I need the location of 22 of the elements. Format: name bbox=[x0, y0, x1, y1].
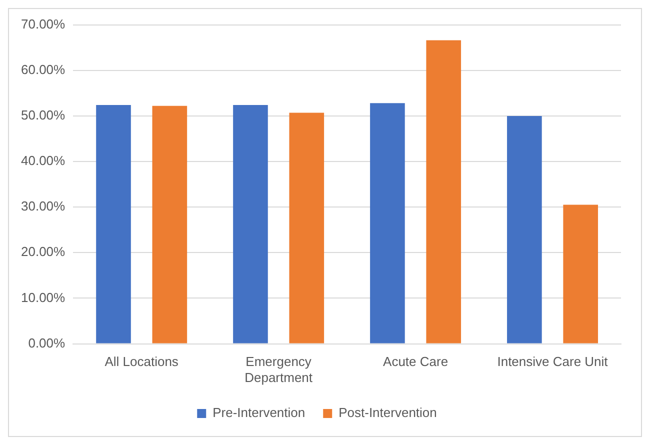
x-tick-label: Intensive Care Unit bbox=[497, 354, 608, 370]
y-tick-label: 0.00% bbox=[28, 335, 66, 350]
bar bbox=[507, 116, 542, 344]
y-tick-label: 30.00% bbox=[20, 198, 66, 214]
x-tick-label: Acute Care bbox=[383, 354, 448, 370]
legend-label: Post-Intervention bbox=[338, 405, 437, 420]
bar bbox=[426, 40, 462, 344]
y-tick-label: 20.00% bbox=[20, 244, 66, 260]
x-tick-label: Emergency Department bbox=[244, 354, 313, 385]
x-tick-label: All Locations bbox=[104, 354, 179, 370]
bar bbox=[96, 105, 131, 344]
bar bbox=[370, 103, 405, 344]
y-tick-label: 50.00% bbox=[20, 108, 66, 123]
y-tick-label: 60.00% bbox=[20, 62, 66, 77]
y-tick-label: 40.00% bbox=[20, 153, 66, 168]
legend-label: Pre-Intervention bbox=[212, 405, 306, 420]
y-tick-label: 70.00% bbox=[20, 16, 66, 32]
bar bbox=[152, 106, 188, 344]
y-tick-label: 10.00% bbox=[20, 290, 66, 305]
bar bbox=[563, 204, 598, 344]
bar bbox=[233, 105, 268, 344]
bar bbox=[289, 112, 324, 344]
